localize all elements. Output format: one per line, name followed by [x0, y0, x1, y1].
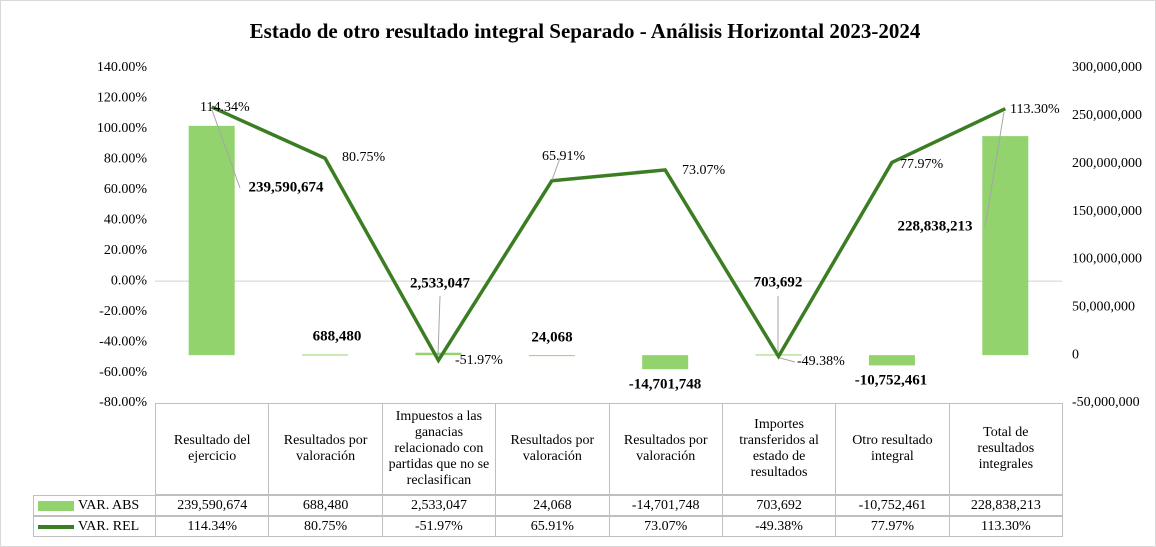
bar-label: 703,692	[754, 274, 803, 290]
legend-label: VAR. ABS	[78, 497, 140, 513]
y-tick-label: 120.00%	[97, 91, 148, 106]
y-tick-label: 0.00%	[111, 273, 148, 288]
y-tick-label: 140.00%	[97, 60, 148, 75]
y2-tick-label: 150,000,000	[1072, 204, 1142, 219]
table-value: -14,701,748	[608, 495, 723, 516]
table-value: 703,692	[721, 495, 837, 516]
bar	[642, 355, 689, 370]
y-tick-label: 60.00%	[104, 182, 148, 197]
line-label: 73.07%	[682, 163, 726, 178]
category-header: Resultados por valoración	[268, 403, 383, 495]
table-value: 113.30%	[948, 516, 1063, 537]
y2-tick-label: -50,000,000	[1072, 395, 1140, 410]
legend-key	[38, 524, 74, 529]
leader-line	[551, 157, 561, 181]
line-label: 80.75%	[342, 150, 386, 165]
table-value: 77.97%	[835, 516, 950, 537]
category-header: Resultados por valoración	[608, 403, 723, 495]
bar-label: 24,068	[531, 329, 572, 345]
table-value: -49.38%	[721, 516, 837, 537]
y2-tick-label: 300,000,000	[1072, 60, 1142, 75]
y-tick-label: 100.00%	[97, 121, 148, 136]
line	[210, 105, 1007, 364]
y2-tick-label: 0	[1072, 347, 1079, 362]
bar-label: 239,590,674	[249, 179, 325, 195]
legend-key	[38, 500, 74, 511]
bar-label: 228,838,213	[898, 218, 973, 234]
bar	[188, 125, 235, 356]
bar	[982, 136, 1029, 356]
table-value: 114.34%	[155, 516, 270, 537]
bar-label: 688,480	[313, 328, 362, 344]
y2-tick-label: 250,000,000	[1072, 108, 1142, 123]
table-value: 228,838,213	[948, 495, 1063, 516]
y-tick-label: 40.00%	[104, 212, 148, 227]
line-label: 77.97%	[900, 157, 944, 172]
bar-label: -10,752,461	[855, 372, 928, 388]
bar-label: -14,701,748	[629, 376, 702, 392]
category-header: Resultado del ejercicio	[155, 403, 270, 495]
table-value: -10,752,461	[835, 495, 950, 516]
table-value: -51.97%	[381, 516, 497, 537]
leader-line	[211, 109, 241, 189]
y-tick-label: -40.00%	[99, 334, 147, 349]
table-value: 65.91%	[495, 516, 610, 537]
y2-tick-label: 100,000,000	[1072, 252, 1142, 267]
table-value: 688,480	[268, 495, 383, 516]
y-tick-label: -60.00%	[99, 365, 147, 380]
category-header: Resultados por valoración	[495, 403, 610, 495]
table-value: 2,533,047	[381, 495, 497, 516]
table-value: 80.75%	[268, 516, 383, 537]
bar	[528, 355, 575, 357]
bar	[868, 355, 915, 366]
category-header: Otro resultado integral	[835, 403, 950, 495]
category-header: Impuestos a las ganacias relacionado con…	[381, 403, 497, 495]
table-value: 24,068	[495, 495, 610, 516]
y2-tick-label: 50,000,000	[1072, 300, 1135, 315]
line-label: 65.91%	[542, 149, 586, 164]
leader-line	[984, 111, 1005, 228]
chart-title: Estado de otro resultado integral Separa…	[250, 19, 921, 43]
table-value: 239,590,674	[155, 495, 270, 516]
legend-cell: VAR. REL	[33, 516, 156, 537]
line-label: -49.38%	[797, 354, 845, 369]
line-label: 113.30%	[1010, 102, 1060, 117]
y-tick-label: 20.00%	[104, 243, 148, 258]
y-tick-label: -80.00%	[99, 395, 147, 410]
bar	[302, 354, 349, 356]
category-header: Total de resultados integrales	[948, 403, 1063, 495]
legend-cell: VAR. ABS	[33, 495, 156, 516]
leader-line	[779, 357, 796, 363]
bar-label: 2,533,047	[410, 275, 471, 291]
legend-label: VAR. REL	[78, 518, 140, 534]
line-label: 114.34%	[200, 100, 250, 115]
y-tick-label: -20.00%	[99, 304, 147, 319]
table-value: 73.07%	[608, 516, 723, 537]
line-label: -51.97%	[455, 353, 503, 368]
leader-line	[437, 295, 441, 357]
category-header: Importes transferidos al estado de resul…	[721, 403, 837, 495]
y2-tick-label: 200,000,000	[1072, 156, 1142, 171]
table-corner	[33, 403, 155, 495]
y-tick-label: 80.00%	[104, 152, 148, 167]
